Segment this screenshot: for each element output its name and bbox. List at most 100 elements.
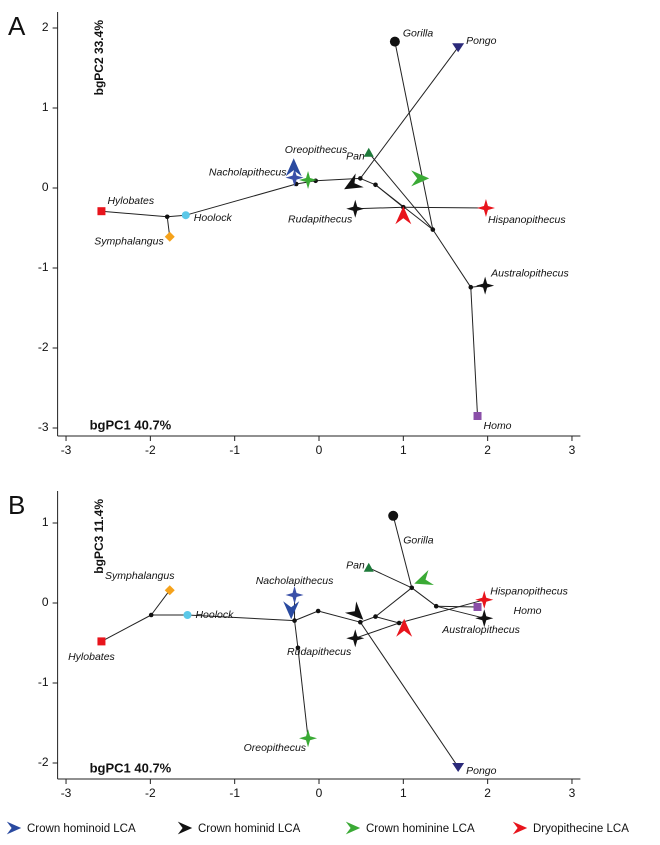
y-tick-label: -1	[38, 675, 49, 689]
branch	[436, 605, 485, 619]
species-label: Pan	[346, 560, 365, 572]
species-label: Hispanopithecus	[488, 214, 566, 226]
branch	[101, 210, 168, 218]
lca-marker	[396, 618, 413, 637]
branch	[185, 183, 297, 216]
x-tick-label: 3	[569, 786, 576, 800]
x-axis-label: bgPC1 40.7%	[90, 417, 172, 432]
legend-marker	[177, 821, 193, 835]
branch	[294, 610, 319, 622]
species-point	[476, 276, 495, 295]
y-axis-label: bgPC3 11.4%	[92, 499, 106, 574]
species-label: Hoolock	[194, 212, 233, 224]
species-point	[388, 510, 399, 521]
species-point	[181, 211, 190, 220]
node	[373, 182, 378, 188]
species-point	[164, 585, 175, 596]
species-label: Rudapithecus	[288, 214, 353, 226]
y-tick-label: 1	[42, 100, 49, 114]
species-label: Rudapithecus	[287, 646, 352, 658]
species-point	[299, 729, 318, 748]
species-point	[452, 763, 465, 772]
node	[148, 612, 154, 618]
branch	[394, 41, 434, 230]
branch	[368, 567, 412, 589]
x-tick-label: -3	[61, 786, 72, 800]
species-point	[475, 609, 494, 628]
node	[358, 619, 363, 625]
x-tick-label: 2	[484, 786, 491, 800]
lca-marker	[283, 601, 300, 620]
species-label: Homo	[514, 605, 542, 617]
branch	[403, 206, 486, 209]
y-tick-label: 1	[42, 515, 49, 529]
species-point	[476, 199, 495, 217]
species-label: Pongo	[466, 35, 497, 47]
branch	[101, 614, 152, 642]
species-label: Oreopithecus	[285, 144, 348, 156]
node	[468, 284, 474, 290]
branch	[398, 599, 485, 624]
species-point	[346, 199, 365, 218]
species-label: Pan	[346, 151, 365, 163]
species-point	[285, 168, 304, 187]
species-point	[97, 637, 106, 646]
lca-marker	[411, 170, 430, 187]
x-tick-label: -1	[229, 786, 240, 800]
species-label: Hylobates	[107, 195, 154, 207]
species-label: Symphalangus	[94, 236, 164, 248]
species-label: Australopithecus	[490, 267, 569, 279]
branch	[411, 587, 437, 607]
species-point	[299, 171, 318, 189]
species-label: Pongo	[466, 765, 497, 777]
legend-marker	[6, 821, 22, 835]
species-point	[475, 590, 494, 609]
legend-marker	[345, 821, 361, 835]
x-tick-label: 1	[400, 786, 407, 800]
species-label: Nacholapithecus	[256, 575, 334, 587]
species-point	[452, 43, 465, 53]
species-point	[363, 147, 374, 157]
x-tick-label: -2	[145, 443, 156, 457]
node	[315, 608, 321, 614]
species-label: Hoolock	[195, 609, 234, 621]
branch	[150, 589, 171, 616]
panel-label: B	[8, 490, 25, 520]
x-tick-label: -3	[61, 443, 72, 457]
node	[373, 614, 378, 619]
lca-marker	[285, 158, 302, 177]
y-axis-label: bgPC2 33.4%	[92, 20, 106, 96]
branch	[470, 287, 479, 417]
legend-marker	[512, 821, 528, 835]
panel: B -3 -2 -1 0 1 2 3 -2 -1 0 1 bgPC3 11.4% bgPC1 40.7% H…	[8, 490, 581, 800]
species-point	[473, 412, 482, 420]
y-tick-label: -2	[38, 340, 49, 354]
node	[295, 645, 301, 651]
species-point	[97, 207, 106, 216]
species-point	[183, 611, 192, 619]
x-tick-label: 2	[484, 443, 491, 457]
legend-label: Crown hominoid LCA	[27, 823, 136, 835]
y-tick-label: -1	[38, 260, 49, 274]
y-tick-label: -2	[38, 755, 49, 769]
branch	[392, 515, 413, 588]
branch	[359, 621, 459, 768]
branch	[375, 616, 400, 624]
branch	[368, 152, 434, 230]
panel-label: A	[8, 11, 26, 41]
node	[409, 585, 415, 591]
branch	[355, 622, 400, 639]
lca-marker	[414, 570, 434, 586]
branch	[296, 180, 316, 185]
branch	[360, 177, 376, 186]
x-tick-label: 0	[316, 786, 323, 800]
species-point	[164, 231, 175, 242]
branch	[432, 229, 472, 288]
branch	[375, 587, 413, 617]
branch	[360, 616, 376, 623]
x-tick-label: 0	[316, 443, 323, 457]
legend-label: Crown hominine LCA	[366, 823, 475, 835]
species-label: Hispanopithecus	[490, 586, 568, 598]
x-tick-label: -1	[229, 443, 240, 457]
